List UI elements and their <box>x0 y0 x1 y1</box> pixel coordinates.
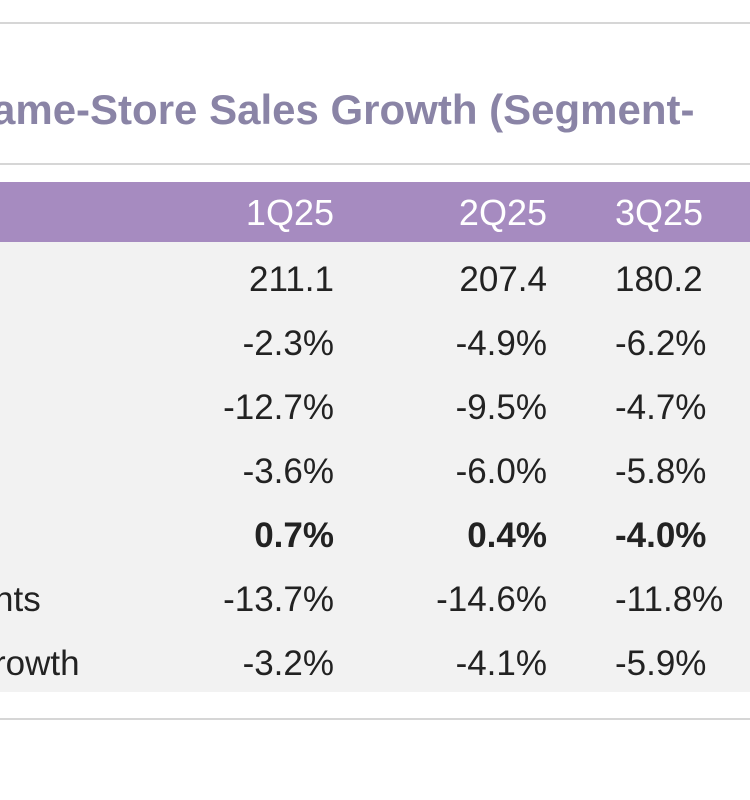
table-cell: -6.0% <box>455 452 547 491</box>
title-divider <box>0 163 750 165</box>
table-cell: 0.4% <box>467 516 547 555</box>
table-cell: -11.8% <box>615 580 724 619</box>
table-row: -2.3% -4.9% -6.2% <box>0 310 750 374</box>
table-cell: -12.7% <box>223 388 334 427</box>
table-cell: -3.6% <box>242 452 334 491</box>
table-cell: -13.7% <box>223 580 334 619</box>
table-cell: 211.1 <box>249 260 334 299</box>
table-cell: -4.9% <box>455 324 547 363</box>
table-cell: 180.2 <box>615 260 703 299</box>
table-cell: -9.5% <box>455 388 547 427</box>
table-cell: -4.7% <box>615 388 707 427</box>
table-cell: -3.2% <box>242 644 334 683</box>
table-cell: -6.2% <box>615 324 707 363</box>
table-cell: -14.6% <box>436 580 547 619</box>
table-cell: -5.8% <box>615 452 707 491</box>
top-divider <box>0 22 750 24</box>
table-cell: 207.4 <box>459 260 547 299</box>
column-header-3q25: 3Q25 <box>615 192 704 233</box>
table-cell: 0.7% <box>254 516 334 555</box>
table-row: 211.1 207.4 180.2 <box>0 246 750 310</box>
table-row: -3.6% -6.0% -5.8% <box>0 438 750 502</box>
table-row: nts -13.7% -14.6% -11.8% <box>0 566 750 630</box>
table-row-highlighted: 0.7% 0.4% -4.0% <box>0 502 750 566</box>
table-row: rowth -3.2% -4.1% -5.9% <box>0 630 750 694</box>
table-cell: -2.3% <box>242 324 334 363</box>
column-header-2q25: 2Q25 <box>458 192 547 233</box>
column-header-1q25: 1Q25 <box>245 192 334 233</box>
row-label: nts <box>0 580 41 619</box>
table-title: ame-Store Sales Growth (Segment- <box>0 86 695 133</box>
table-cell: -4.0% <box>615 516 707 555</box>
table-row: -12.7% -9.5% -4.7% <box>0 374 750 438</box>
bottom-divider <box>0 718 750 720</box>
table-cell: -4.1% <box>455 644 547 683</box>
sales-growth-table: 1Q25 2Q25 3Q25 211.1 207.4 180.2 -2.3% -… <box>0 182 750 692</box>
table-header: 1Q25 2Q25 3Q25 <box>0 182 750 242</box>
table-cell: -5.9% <box>615 644 707 683</box>
row-label: rowth <box>0 644 80 683</box>
